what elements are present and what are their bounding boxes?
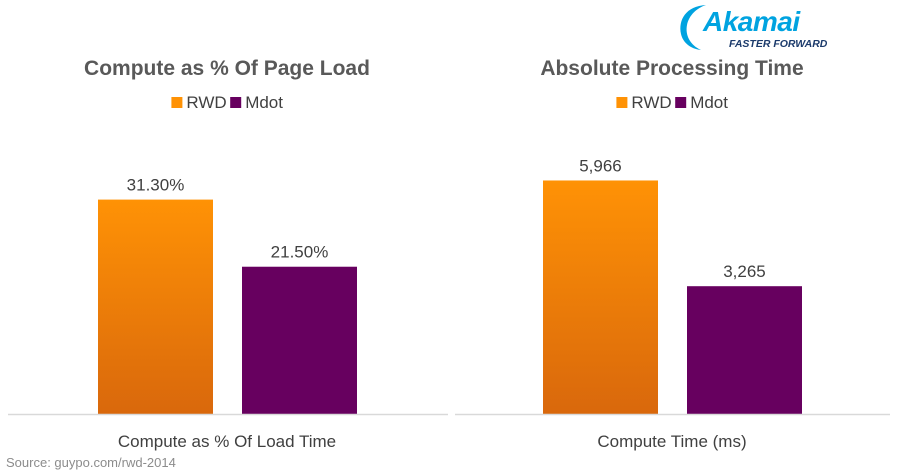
- chart-1-category-label: Compute as % Of Load Time: [118, 432, 336, 451]
- chart-2-bar-rwd: [543, 180, 658, 414]
- chart-2-legend-label-mdot: Mdot: [690, 93, 728, 112]
- chart-1-legend-label-rwd: RWD: [186, 93, 226, 112]
- chart-1-legend-swatch-rwd: [171, 97, 183, 108]
- akamai-arc-icon: [680, 5, 706, 50]
- chart-2-category-label: Compute Time (ms): [597, 432, 746, 451]
- source-note: Source: guypo.com/rwd-2014: [6, 455, 176, 470]
- akamai-logo-word: Akamai: [703, 6, 800, 37]
- chart-2-title: Absolute Processing Time: [540, 57, 803, 80]
- chart-1-data-label-rwd: 31.30%: [127, 176, 185, 195]
- chart-1-data-label-mdot: 21.50%: [271, 243, 329, 262]
- chart-1-bar-mdot: [242, 266, 357, 414]
- chart-2-legend-swatch-rwd: [616, 97, 628, 108]
- chart-2-legend-label-rwd: RWD: [631, 93, 671, 112]
- chart-1: Compute as % Of Page Load RWD Mdot 31.30% 21…: [8, 57, 448, 451]
- chart-2-data-label-rwd: 5,966: [579, 156, 622, 175]
- chart-1-title: Compute as % Of Page Load: [84, 57, 370, 80]
- akamai-logo: Akamai FASTER FORWARD: [676, 2, 828, 52]
- chart-2-bar-mdot: [687, 286, 802, 414]
- chart-2: Absolute Processing Time RWD Mdot 5,966 3,26…: [455, 57, 890, 451]
- chart-1-legend-swatch-mdot: [230, 97, 242, 108]
- akamai-logo-tagline: FASTER FORWARD: [729, 38, 828, 50]
- chart-1-legend-label-mdot: Mdot: [245, 93, 283, 112]
- chart-2-legend-swatch-mdot: [675, 97, 687, 108]
- chart-1-bar-rwd: [98, 199, 213, 414]
- chart-2-data-label-mdot: 3,265: [723, 262, 766, 281]
